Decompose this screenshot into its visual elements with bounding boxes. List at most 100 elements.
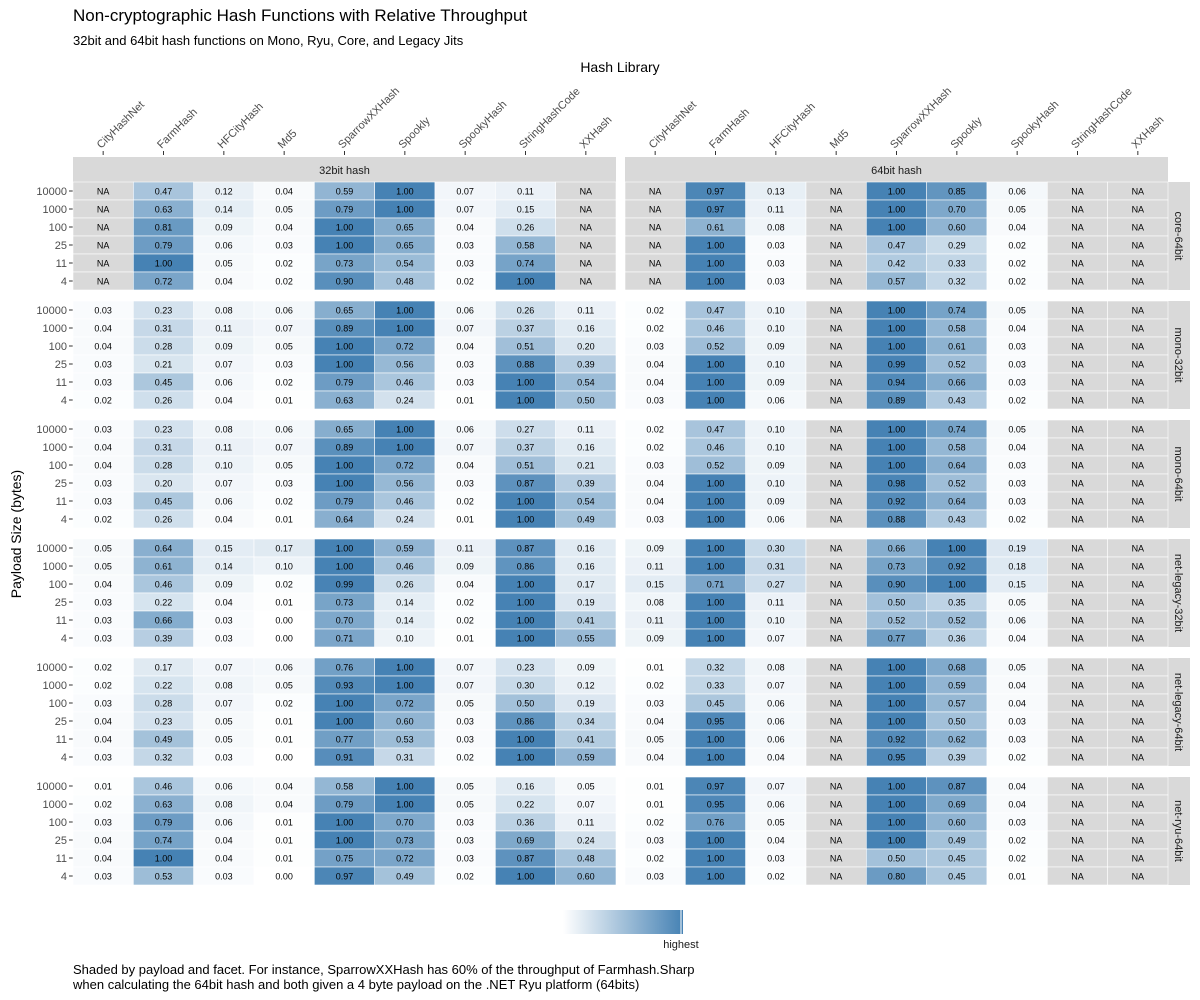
- cell-value-label: 1.00: [396, 324, 414, 334]
- cell-value-label: 0.23: [155, 425, 173, 435]
- cell-value-label: 0.04: [767, 836, 785, 846]
- cell-value-label: 0.06: [215, 241, 233, 251]
- cell-value-label: NA: [830, 872, 843, 882]
- cell-value-label: 0.01: [646, 782, 664, 792]
- cell-value-label: 0.02: [1008, 854, 1026, 864]
- row-facet-strip: [1168, 539, 1190, 647]
- cell-value-label: 0.45: [948, 872, 966, 882]
- cell-value-label: NA: [649, 205, 662, 215]
- cell-value-label: NA: [1132, 782, 1145, 792]
- y-tick-label: 100: [49, 222, 67, 234]
- cell-value-label: 0.59: [577, 753, 595, 763]
- cell-value-label: 0.45: [948, 854, 966, 864]
- cell-value-label: 0.04: [275, 223, 293, 233]
- cell-value-label: 0.11: [647, 562, 664, 572]
- cell-value-label: 0.86: [517, 562, 535, 572]
- cell-value-label: 0.71: [336, 634, 354, 644]
- y-tick-label: 4: [61, 276, 67, 288]
- cell-value-label: 0.32: [707, 663, 725, 673]
- cell-value-label: NA: [1071, 580, 1084, 590]
- cell-value-label: 0.03: [456, 378, 474, 388]
- cell-value-label: 1.00: [888, 699, 906, 709]
- cell-value-label: 0.91: [336, 753, 354, 763]
- cell-value-label: 0.01: [275, 598, 293, 608]
- y-tick-label: 10000: [36, 424, 67, 436]
- cell-value-label: 0.56: [396, 479, 414, 489]
- cell-value-label: NA: [1132, 699, 1145, 709]
- cell-value-label: 1.00: [517, 396, 535, 406]
- y-tick-label: 4: [61, 752, 67, 764]
- cell-value-label: 0.10: [767, 306, 785, 316]
- cell-value-label: NA: [830, 187, 843, 197]
- cell-value-label: NA: [1071, 360, 1084, 370]
- cell-value-label: 0.72: [396, 699, 414, 709]
- cell-value-label: 0.43: [948, 515, 966, 525]
- cell-value-label: 0.73: [336, 598, 354, 608]
- cell-value-label: 0.10: [767, 360, 785, 370]
- cell-value-label: 0.07: [456, 187, 474, 197]
- cell-value-label: NA: [830, 259, 843, 269]
- cell-value-label: NA: [1132, 818, 1145, 828]
- y-tick-label: 1000: [43, 442, 67, 454]
- cell-value-label: 0.11: [577, 306, 594, 316]
- cell-value-label: NA: [1071, 681, 1084, 691]
- cell-value-label: 0.04: [94, 461, 112, 471]
- cell-value-label: 0.09: [577, 663, 595, 673]
- cell-value-label: 0.03: [456, 836, 474, 846]
- cell-value-label: 1.00: [336, 223, 354, 233]
- cell-value-label: 0.05: [94, 562, 112, 572]
- x-tick-label: HFCityHash: [767, 101, 817, 151]
- cell-value-label: 0.14: [215, 562, 233, 572]
- cell-value-label: 0.02: [456, 872, 474, 882]
- cell-value-label: 0.34: [577, 717, 595, 727]
- cell-value-label: 0.04: [1008, 800, 1026, 810]
- cell-value-label: NA: [1071, 461, 1084, 471]
- cell-value-label: 1.00: [888, 342, 906, 352]
- cell-value-label: 0.09: [646, 544, 664, 554]
- cell-value-label: NA: [830, 241, 843, 251]
- cell-value-label: 0.52: [707, 342, 725, 352]
- cell-value-label: 0.79: [336, 800, 354, 810]
- cell-value-label: 0.04: [1008, 443, 1026, 453]
- cell-value-label: 0.22: [155, 598, 173, 608]
- cell-value-label: 1.00: [707, 515, 725, 525]
- cell-value-label: 0.47: [707, 425, 725, 435]
- cell-value-label: 0.06: [1008, 616, 1026, 626]
- cell-value-label: 0.92: [888, 735, 906, 745]
- cell-value-label: 0.06: [1008, 187, 1026, 197]
- cell-value-label: 0.35: [948, 598, 966, 608]
- column-facet-strip: [625, 157, 1168, 182]
- cell-value-label: NA: [830, 562, 843, 572]
- x-axis-title: Hash Library: [580, 59, 659, 75]
- cell-value-label: 0.03: [646, 699, 664, 709]
- cell-value-label: 1.00: [517, 378, 535, 388]
- cell-value-label: NA: [1071, 396, 1084, 406]
- cell-value-label: 0.02: [94, 663, 112, 673]
- cell-value-label: 0.53: [396, 735, 414, 745]
- cell-value-label: 0.07: [456, 324, 474, 334]
- cell-value-label: 0.86: [517, 717, 535, 727]
- cell-value-label: 0.32: [948, 277, 966, 287]
- cell-value-label: 0.79: [336, 205, 354, 215]
- cell-value-label: 0.04: [646, 479, 664, 489]
- row-facet-label: net-legacy-64bit: [1172, 673, 1184, 751]
- cell-value-label: 0.05: [456, 800, 474, 810]
- cell-value-label: 0.73: [396, 836, 414, 846]
- cell-value-label: 0.05: [275, 681, 293, 691]
- cell-value-label: 0.08: [215, 681, 233, 691]
- cell-value-label: 1.00: [888, 818, 906, 828]
- cell-value-label: 1.00: [517, 580, 535, 590]
- cell-value-label: 0.00: [275, 872, 293, 882]
- cell-value-label: 0.15: [215, 544, 233, 554]
- cell-value-label: NA: [97, 259, 110, 269]
- cell-value-label: 0.41: [577, 616, 595, 626]
- cell-value-label: 0.03: [275, 241, 293, 251]
- cell-value-label: 0.09: [215, 580, 233, 590]
- cell-value-label: 0.05: [215, 735, 233, 745]
- cell-value-label: 0.04: [215, 854, 233, 864]
- cell-value-label: 0.17: [275, 544, 293, 554]
- cell-value-label: 1.00: [336, 461, 354, 471]
- cell-value-label: 0.46: [707, 443, 725, 453]
- cell-value-label: 0.64: [155, 544, 173, 554]
- cell-value-label: 0.02: [646, 425, 664, 435]
